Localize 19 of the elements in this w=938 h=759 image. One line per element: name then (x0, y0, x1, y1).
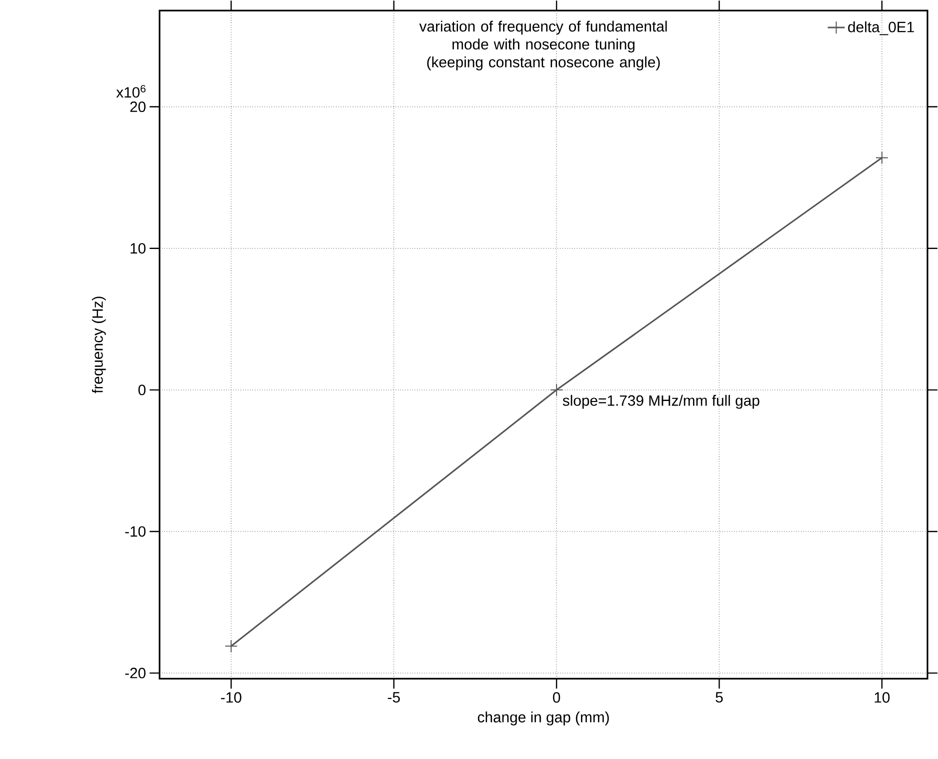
y-tick-label: 0 (138, 384, 146, 395)
x-tick-label: 10 (874, 692, 890, 702)
text: variation of frequency of fundamental mode with nosecone tuning (keeping constant nosecone angle) (419, 20, 667, 70)
x-tick-label: 0 (552, 692, 560, 702)
legend-label: delta_0E1 (848, 21, 914, 35)
point (550, 383, 563, 396)
y-tick-label: -20 (125, 668, 146, 678)
x-tick-label: 5 (716, 692, 723, 702)
text: x10$^{6}$ (116, 84, 146, 98)
point (875, 151, 888, 164)
y-tick-label: 10 (130, 242, 146, 254)
x-axis-title: change in gap (mm) (478, 711, 609, 726)
x-tick-label: -10 (221, 692, 242, 702)
x-tick-label: -5 (388, 692, 400, 702)
y-tick-label: -10 (125, 526, 146, 537)
y-axis-title: frequency (Hz) (92, 296, 106, 394)
annotation: slope=1.739 MHz/mm full gap (562, 394, 760, 409)
point (224, 639, 238, 652)
y-tick-label: 20 (130, 101, 146, 112)
